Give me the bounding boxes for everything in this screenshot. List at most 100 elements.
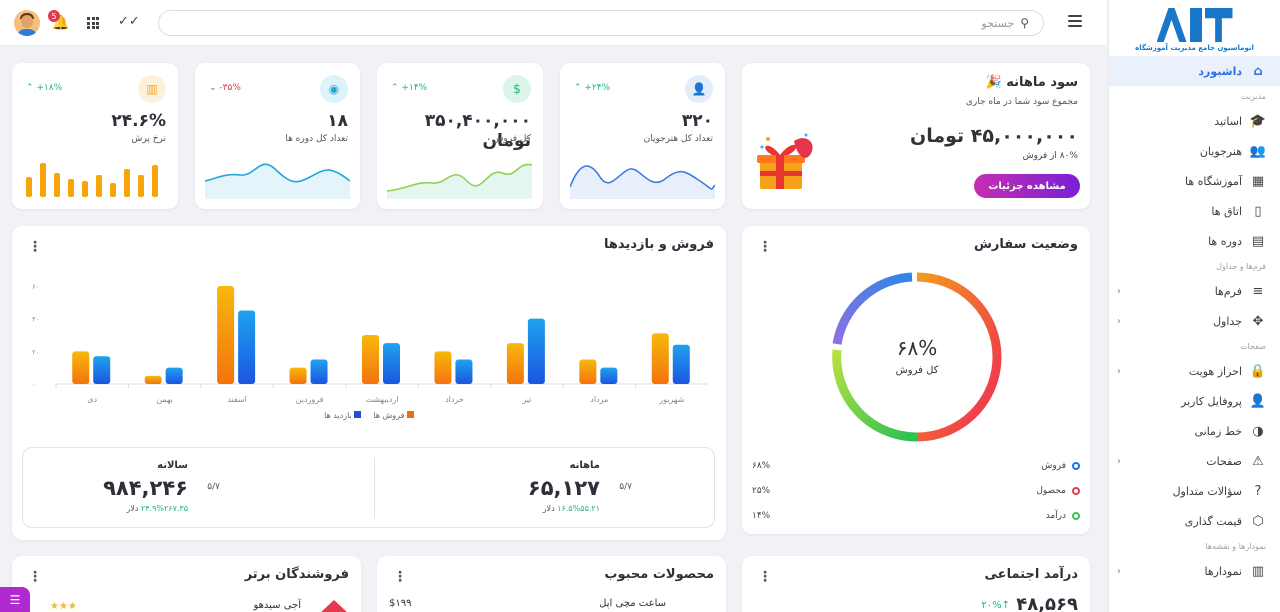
sidebar-item[interactable]: ⚠ صفحات ‹ xyxy=(1109,446,1280,476)
sparkbar xyxy=(110,183,116,197)
sidebar-item[interactable]: ▥ نمودارها ‹ xyxy=(1109,556,1280,586)
profit-amount: ۴۵,۰۰۰,۰۰۰ تومان xyxy=(910,125,1078,147)
top-seller-name: آجی سیدهو xyxy=(253,600,301,611)
chart-legend: فروش ها بازدید ها xyxy=(12,411,726,420)
profit-title: سود ماهانه 🎉 xyxy=(985,75,1078,90)
bar-visits xyxy=(238,310,256,384)
legend-label: محصول xyxy=(1036,486,1066,496)
settings-fab-icon[interactable]: ☰ xyxy=(0,587,30,612)
social-change: ↑۲۰% xyxy=(981,600,1010,611)
x-tick-label: اسفند xyxy=(227,395,247,404)
sidebar-item[interactable]: ⌂ داشبورد xyxy=(1109,56,1280,86)
sidebar-item[interactable]: ? سؤالات متداول xyxy=(1109,476,1280,506)
seller-logo xyxy=(319,600,349,612)
menu-toggle-icon[interactable] xyxy=(1068,15,1082,27)
legend-dot-icon xyxy=(1072,512,1080,520)
profit-sales-share: ۸۰% از فروش xyxy=(1022,151,1078,161)
dollar-icon: $ xyxy=(503,75,531,103)
sparkbar xyxy=(96,175,102,197)
sidebar: اتوماسیون جامع مدیریت آموزشگاه ⌂ داشبورد م… xyxy=(1108,0,1280,612)
double-check-icon[interactable]: ✓✓ xyxy=(118,14,140,29)
order-legend-row: ۱۴% درآمد xyxy=(752,511,1080,521)
apps-grid-icon[interactable] xyxy=(87,17,99,29)
x-tick-label: مرداد xyxy=(590,395,608,404)
stat-label: تعداد کل دوره ها xyxy=(285,134,348,144)
popular-item-name: ساعت مچی اپل xyxy=(599,598,666,609)
sidebar-item[interactable]: 🎓 اساتید xyxy=(1109,106,1280,136)
monthly-sub: ۱۶.۵%۵۵.۲۱ دلار xyxy=(542,504,600,513)
order-menu-icon[interactable]: ⋮ xyxy=(758,239,772,255)
sidebar-item-label: احراز هویت xyxy=(1188,364,1242,378)
sparkbar xyxy=(124,169,130,197)
notification-badge: 5 xyxy=(48,10,60,22)
view-details-button[interactable]: مشاهده جزئیات xyxy=(974,174,1080,198)
sidebar-item-label: نمودارها xyxy=(1204,564,1242,578)
topbar: 🔔 5 ✓✓ ⚲ جستجو xyxy=(0,0,1107,46)
sidebar-item-label: فرم‌ها xyxy=(1214,284,1242,298)
chevron-left-icon: ‹ xyxy=(1117,285,1121,297)
user-icon: 👤 xyxy=(685,75,713,103)
stat-card: $ ⌃ +۱۴% ۳۵۰,۴۰۰,۰۰۰ تومان کل فروش xyxy=(377,63,543,209)
sidebar-item[interactable]: ▯ اتاق ها xyxy=(1109,196,1280,226)
bar-sales xyxy=(144,375,162,384)
sales-visits-card: فروش و بازدیدها ⋮ ۰ ۲۰ ۴۰ ۶۰ شهریور مرداد تیر خ… xyxy=(12,226,726,540)
sparkbar xyxy=(152,165,158,197)
help-icon: ? xyxy=(1254,483,1262,499)
sidebar-item[interactable]: ≡ فرم‌ها ‹ xyxy=(1109,276,1280,306)
grid-icon: ✥ xyxy=(1252,313,1264,329)
door-icon: ▯ xyxy=(1254,203,1262,219)
stat-sparkline xyxy=(205,163,350,199)
sales-bar-chart: ۰ ۲۰ ۴۰ ۶۰ شهریور مرداد تیر خرداد اردیبهشت فروردی… xyxy=(32,283,708,404)
logo[interactable]: اتوماسیون جامع مدیریت آموزشگاه xyxy=(1109,0,1280,56)
search-input[interactable]: ⚲ جستجو xyxy=(158,10,1044,36)
legend-label: درآمد xyxy=(1045,511,1066,521)
sidebar-item[interactable]: 🔒 احراز هویت ‹ xyxy=(1109,356,1280,386)
home-icon: ⌂ xyxy=(1253,63,1263,79)
party-popper-icon: 🎉 xyxy=(985,75,1002,90)
social-income-card: درآمد اجتماعی ⋮ ۴۸,۵۶۹ ↑۲۰% xyxy=(742,556,1090,612)
sidebar-item[interactable]: ▦ آموزشگاه ها xyxy=(1109,166,1280,196)
sidebar-item[interactable]: 👤 پروفایل کاربر xyxy=(1109,386,1280,416)
nav-section-heading: مدیریت xyxy=(1240,92,1266,101)
stat-label: تعداد کل هنرجویان xyxy=(643,134,713,144)
search-icon: ⚲ xyxy=(1020,16,1029,30)
legend-value: ۱۴% xyxy=(752,511,771,521)
popular-menu-icon[interactable]: ⋮ xyxy=(393,569,407,585)
stat-label: نرخ پرش xyxy=(131,134,166,144)
yearly-change: ۵/۷ xyxy=(207,482,220,492)
legend-sales: فروش ها xyxy=(373,411,414,420)
sidebar-item-label: اساتید xyxy=(1214,114,1242,128)
sidebar-item[interactable]: ▤ دوره ها xyxy=(1109,226,1280,256)
sidebar-item[interactable]: ✥ جداول ‹ xyxy=(1109,306,1280,336)
chevron-left-icon: ‹ xyxy=(1117,565,1121,577)
bar-visits xyxy=(527,318,545,384)
monthly-change: ۵/۷ xyxy=(619,482,632,492)
stat-value: ۲۴.۶% xyxy=(111,111,166,131)
nav-section-heading: نمودارها و نقشه‌ها xyxy=(1205,542,1266,551)
sidebar-item-label: دوره ها xyxy=(1208,234,1242,248)
stat-trend: ⌃ +۱۴% xyxy=(391,83,428,93)
x-tick-label: فروردین xyxy=(296,395,324,404)
social-menu-icon[interactable]: ⋮ xyxy=(758,569,772,585)
sparkbar xyxy=(82,181,88,197)
top-sellers-menu-icon[interactable]: ⋮ xyxy=(28,569,42,585)
sidebar-item[interactable]: ◑ خط زمانی xyxy=(1109,416,1280,446)
sidebar-item-label: اتاق ها xyxy=(1211,204,1242,218)
legend-dot-icon xyxy=(1072,462,1080,470)
y-tick-label: ۴۰ xyxy=(32,316,40,324)
sparkbar xyxy=(68,179,74,197)
sidebar-nav: ⌂ داشبورد مدیریت 🎓 اساتید 👥 هنرجویان ▦ آموزشگاه … xyxy=(1109,56,1280,586)
social-value: ۴۸,۵۶۹ xyxy=(1016,594,1078,612)
legend-visits: بازدید ها xyxy=(324,411,362,420)
user-avatar[interactable] xyxy=(14,10,40,36)
sales-menu-icon[interactable]: ⋮ xyxy=(28,239,42,255)
sidebar-item[interactable]: ⬡ قیمت گذاری xyxy=(1109,506,1280,536)
bar-visits xyxy=(93,356,111,384)
nav-section-heading: صفحات xyxy=(1240,342,1266,351)
stat-value: ۳۲۰ xyxy=(681,111,713,131)
bar-visits xyxy=(455,359,473,384)
sidebar-item[interactable]: 👥 هنرجویان xyxy=(1109,136,1280,166)
rating-stars-icon: ★★★ xyxy=(50,601,77,612)
stat-card: 👤 ⌃ +۲۴% ۳۲۰ تعداد کل هنرجویان xyxy=(560,63,725,209)
donut-center-value: ۶۸% xyxy=(896,336,938,360)
